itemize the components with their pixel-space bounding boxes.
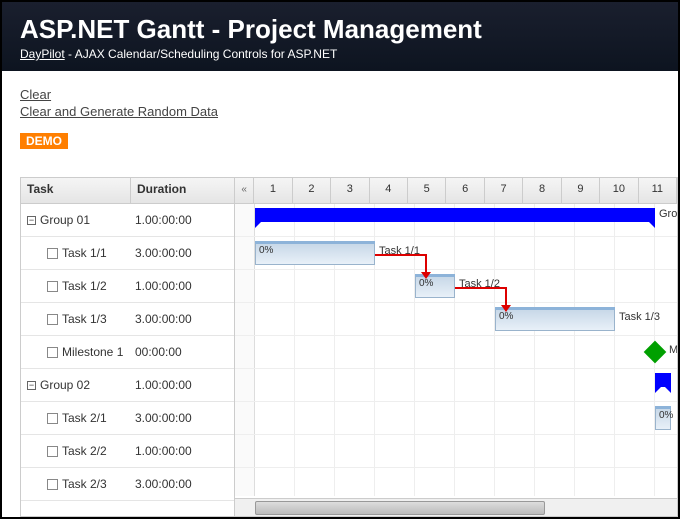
timeline-header: « 1234567891011 [235,178,677,204]
clear-generate-link[interactable]: Clear and Generate Random Data [20,104,660,119]
task-name: Group 01 [40,213,90,227]
demo-badge: DEMO [20,133,68,149]
task-bar-1-1[interactable]: 0% [255,243,375,265]
gantt-container: Task Duration −Group 011.00:00:00Task 1/… [20,177,678,517]
task-bar-1-3-label: Task 1/3 [619,311,660,323]
timeline-day[interactable]: 9 [562,178,600,203]
expander-icon[interactable]: − [27,381,36,390]
task-bar-1-1-progress: 0% [259,245,273,256]
task-checkbox[interactable] [47,446,58,457]
link-2-3-h [455,287,505,289]
gantt-grid: Grou0%Task 1/10%Task 1/20%Task 1/3Mi0% [255,204,677,496]
duration-cell: 3.00:00:00 [131,477,234,491]
task-name: Task 2/2 [62,444,107,458]
col-header-duration: Duration [131,178,234,203]
task-checkbox[interactable] [47,413,58,424]
task-cell: Task 1/2 [21,279,131,293]
gantt-right-pane: « 1234567891011 Grou0%Task 1/10%Task 1/2… [234,177,678,517]
task-checkbox[interactable] [47,347,58,358]
task-row[interactable]: Task 1/2 1.00:00:00 [21,270,234,303]
task-row[interactable]: −Group 011.00:00:00 [21,204,234,237]
task-row[interactable]: Task 1/1 3.00:00:00 [21,237,234,270]
col-header-task: Task [21,178,131,203]
task-cell: Task 2/1 [21,411,131,425]
duration-cell: 1.00:00:00 [131,279,234,293]
task-bar-1-3[interactable]: 0% [495,309,615,331]
duration-cell: 3.00:00:00 [131,246,234,260]
task-name: Group 02 [40,378,90,392]
task-checkbox[interactable] [47,479,58,490]
timeline-day[interactable]: 6 [446,178,484,203]
task-cell: Task 1/3 [21,312,131,326]
duration-cell: 3.00:00:00 [131,312,234,326]
horizontal-scrollbar[interactable] [235,498,677,516]
task-checkbox[interactable] [47,248,58,259]
task-cell: Task 1/1 [21,246,131,260]
task-name: Task 2/3 [62,477,107,491]
grid-row [235,435,677,468]
task-bar-2-1[interactable]: 0% [655,408,671,430]
action-links: Clear Clear and Generate Random Data [2,71,678,131]
grid-row [235,468,677,501]
duration-cell: 3.00:00:00 [131,411,234,425]
link-2-3-arrow-icon [501,305,511,312]
task-row[interactable]: Task 1/3 3.00:00:00 [21,303,234,336]
timeline-day[interactable]: 3 [331,178,369,203]
group-bar-01-label: Grou [659,208,678,220]
task-row[interactable]: −Group 021.00:00:00 [21,369,234,402]
grid-row [235,369,677,402]
task-bar-1-3-progress: 0% [499,311,513,322]
task-row[interactable]: Milestone 1 00:00:00 [21,336,234,369]
duration-cell: 1.00:00:00 [131,444,234,458]
page-title: ASP.NET Gantt - Project Management [20,14,660,45]
gantt-left-pane: Task Duration −Group 011.00:00:00Task 1/… [20,177,234,517]
task-cell: Task 2/2 [21,444,131,458]
task-row[interactable]: Task 2/3 3.00:00:00 [21,468,234,501]
task-cell: −Group 02 [21,378,131,392]
product-link[interactable]: DayPilot [20,47,65,61]
clear-link[interactable]: Clear [20,87,660,102]
timeline-day[interactable]: 10 [600,178,638,203]
group-bar-01[interactable] [255,208,655,222]
task-cell: −Group 01 [21,213,131,227]
group-bar-02[interactable] [655,373,671,387]
link-1-2-v [425,254,427,274]
scrollbar-thumb[interactable] [255,501,545,515]
timeline-day[interactable]: 4 [370,178,408,203]
task-checkbox[interactable] [47,281,58,292]
timeline-day[interactable]: 11 [639,178,677,203]
left-header: Task Duration [21,178,234,204]
link-1-2-h [375,254,425,256]
task-name: Task 1/3 [62,312,107,326]
task-name: Task 1/1 [62,246,107,260]
task-cell: Task 2/3 [21,477,131,491]
timeline-day[interactable]: 8 [523,178,561,203]
grid-row [235,336,677,369]
task-row[interactable]: Task 2/2 1.00:00:00 [21,435,234,468]
duration-cell: 1.00:00:00 [131,213,234,227]
task-name: Task 2/1 [62,411,107,425]
timeline-day[interactable]: 2 [293,178,331,203]
duration-cell: 00:00:00 [131,345,234,359]
task-name: Task 1/2 [62,279,107,293]
link-1-2-arrow-icon [421,272,431,279]
task-bar-1-2[interactable]: 0% [415,276,455,298]
timeline-day[interactable]: 5 [408,178,446,203]
timeline-day[interactable]: 7 [485,178,523,203]
expander-icon[interactable]: − [27,216,36,225]
task-row[interactable]: Task 2/1 3.00:00:00 [21,402,234,435]
task-bar-1-2-progress: 0% [419,278,433,289]
page-header: ASP.NET Gantt - Project Management DayPi… [2,2,678,71]
timeline-day[interactable]: 1 [254,178,292,203]
milestone-1-label: Mi [669,344,678,356]
link-2-3-v [505,287,507,307]
timeline-collapse[interactable]: « [235,178,254,203]
grid-row [235,402,677,435]
task-checkbox[interactable] [47,314,58,325]
duration-cell: 1.00:00:00 [131,378,234,392]
page-subtitle: DayPilot - AJAX Calendar/Scheduling Cont… [20,47,660,61]
task-cell: Milestone 1 [21,345,131,359]
task-bar-2-1-progress: 0% [659,410,673,421]
task-name: Milestone 1 [62,345,123,359]
